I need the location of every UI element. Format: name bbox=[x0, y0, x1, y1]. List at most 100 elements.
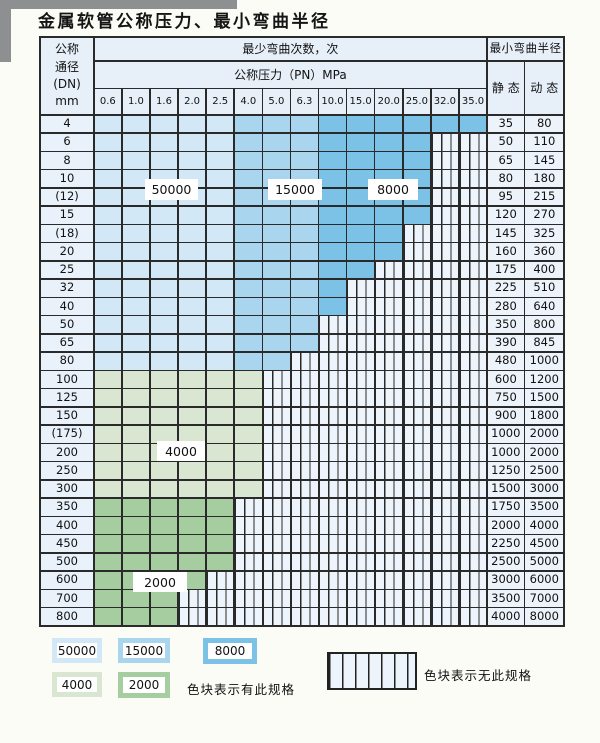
static-value-(12): 95 bbox=[487, 188, 524, 206]
cell-dn250-pn20.0 bbox=[375, 462, 403, 479]
pressure-header-2.5: 2.5 bbox=[206, 89, 234, 114]
cell-dn25-pn10.0 bbox=[319, 261, 346, 279]
cell-dn400-pn2.0 bbox=[178, 517, 206, 534]
cell-dn800-pn2.0 bbox=[178, 608, 206, 625]
cell-dn250-pn35.0 bbox=[459, 462, 487, 479]
cell-dn40-pn25.0 bbox=[403, 298, 431, 315]
cell-dn15-pn6.3 bbox=[291, 206, 318, 224]
cell-dn25-pn35.0 bbox=[459, 261, 487, 279]
cell-dn450-pn20.0 bbox=[375, 535, 403, 552]
cell-dn20-pn1.0 bbox=[122, 243, 150, 260]
cell-dn600-pn15.0 bbox=[347, 571, 374, 589]
cell-dn200-pn6.3 bbox=[291, 444, 318, 461]
cell-dn100-pn2.0 bbox=[178, 371, 206, 388]
cell-dn200-pn4.0 bbox=[234, 444, 262, 461]
static-value-80: 480 bbox=[487, 352, 524, 370]
static-value-4: 35 bbox=[487, 115, 524, 133]
static-value-450: 2250 bbox=[487, 535, 524, 552]
cell-dn32-pn2.5 bbox=[206, 279, 234, 297]
cell-dn125-pn6.3 bbox=[291, 389, 318, 406]
cell-dn500-pn4.0 bbox=[234, 553, 262, 571]
cell-dn125-pn35.0 bbox=[459, 389, 487, 406]
cell-dn100-pn1.0 bbox=[122, 371, 150, 388]
static-value-100: 600 bbox=[487, 371, 524, 388]
cell-dn350-pn1.0 bbox=[122, 498, 150, 516]
cell-dn250-pn1.0 bbox=[122, 462, 150, 479]
cell-dn150-pn15.0 bbox=[347, 407, 374, 425]
cell-dn100-pn20.0 bbox=[375, 371, 403, 388]
static-value-200: 1000 bbox=[487, 444, 524, 461]
cell-dn200-pn10.0 bbox=[319, 444, 346, 461]
cell-dn200-pn15.0 bbox=[347, 444, 374, 461]
cell-dn6-pn0.6 bbox=[94, 133, 122, 151]
dynamic-value-100: 1200 bbox=[525, 371, 564, 388]
dynamic-value-600: 6000 bbox=[525, 571, 564, 589]
pressure-header-35.0: 35.0 bbox=[459, 89, 487, 114]
cell-dn350-pn0.6 bbox=[94, 498, 122, 516]
cell-dn25-pn2.5 bbox=[206, 261, 234, 279]
cell-dn400-pn25.0 bbox=[403, 517, 431, 534]
cell-dn15-pn4.0 bbox=[234, 206, 262, 224]
cell-dn500-pn5.0 bbox=[263, 553, 290, 571]
cell-dn450-pn15.0 bbox=[347, 535, 374, 552]
dynamic-value-6: 110 bbox=[525, 133, 564, 151]
dn-label-8: 8 bbox=[41, 152, 93, 169]
cell-dn50-pn0.6 bbox=[94, 316, 122, 333]
cell-dn40-pn15.0 bbox=[347, 298, 374, 315]
dynamic-value-(18): 325 bbox=[525, 225, 564, 242]
legend-block-8000: 8000 bbox=[203, 638, 257, 664]
cell-dn(18)-pn1.6 bbox=[150, 225, 178, 242]
cell-dn25-pn1.0 bbox=[122, 261, 150, 279]
cell-dn(12)-pn35.0 bbox=[459, 188, 487, 206]
cell-dn250-pn0.6 bbox=[94, 462, 122, 479]
cell-dn700-pn2.0 bbox=[178, 590, 206, 607]
dn-label-65: 65 bbox=[41, 334, 93, 352]
cell-dn800-pn15.0 bbox=[347, 608, 374, 625]
cell-dn800-pn10.0 bbox=[319, 608, 346, 625]
cell-dn600-pn20.0 bbox=[375, 571, 403, 589]
cell-dn150-pn2.0 bbox=[178, 407, 206, 425]
label-cycles-15000: 15000 bbox=[268, 179, 322, 200]
static-value-(18): 145 bbox=[487, 225, 524, 242]
cell-dn350-pn25.0 bbox=[403, 498, 431, 516]
cell-dn700-pn1.6 bbox=[150, 590, 178, 607]
cell-dn450-pn1.0 bbox=[122, 535, 150, 552]
cell-dn32-pn32.0 bbox=[431, 279, 459, 297]
cell-dn(175)-pn2.5 bbox=[206, 425, 234, 443]
cell-dn600-pn32.0 bbox=[431, 571, 459, 589]
cell-dn125-pn20.0 bbox=[375, 389, 403, 406]
pressure-header-4.0: 4.0 bbox=[234, 89, 262, 114]
cell-dn8-pn32.0 bbox=[431, 152, 459, 169]
static-value-800: 4000 bbox=[487, 608, 524, 625]
cell-dn100-pn32.0 bbox=[431, 371, 459, 388]
cell-dn6-pn15.0 bbox=[347, 133, 374, 151]
cell-dn80-pn25.0 bbox=[403, 352, 431, 370]
cell-dn10-pn2.5 bbox=[206, 170, 234, 187]
cell-dn150-pn35.0 bbox=[459, 407, 487, 425]
cell-dn8-pn4.0 bbox=[234, 152, 262, 169]
cell-dn500-pn1.6 bbox=[150, 553, 178, 571]
cell-dn65-pn35.0 bbox=[459, 334, 487, 352]
dn-label-20: 20 bbox=[41, 243, 93, 260]
dn-label-400: 400 bbox=[41, 517, 93, 534]
cell-dn125-pn5.0 bbox=[263, 389, 290, 406]
cell-dn32-pn2.0 bbox=[178, 279, 206, 297]
dynamic-value-50: 800 bbox=[525, 316, 564, 333]
legend-block-4000: 4000 bbox=[52, 672, 102, 697]
cell-dn450-pn2.0 bbox=[178, 535, 206, 552]
cell-dn350-pn20.0 bbox=[375, 498, 403, 516]
cell-dn200-pn0.6 bbox=[94, 444, 122, 461]
cell-dn15-pn35.0 bbox=[459, 206, 487, 224]
cell-dn150-pn6.3 bbox=[291, 407, 318, 425]
legend-block-2000: 2000 bbox=[118, 672, 170, 698]
cell-dn350-pn1.6 bbox=[150, 498, 178, 516]
cell-dn6-pn5.0 bbox=[263, 133, 290, 151]
cell-dn4-pn1.6 bbox=[150, 115, 178, 133]
cell-dn800-pn32.0 bbox=[431, 608, 459, 625]
cell-dn200-pn20.0 bbox=[375, 444, 403, 461]
cell-dn80-pn4.0 bbox=[234, 352, 262, 370]
static-value-10: 80 bbox=[487, 170, 524, 187]
cell-dn(175)-pn0.6 bbox=[94, 425, 122, 443]
cell-dn700-pn4.0 bbox=[234, 590, 262, 607]
cell-dn200-pn1.0 bbox=[122, 444, 150, 461]
